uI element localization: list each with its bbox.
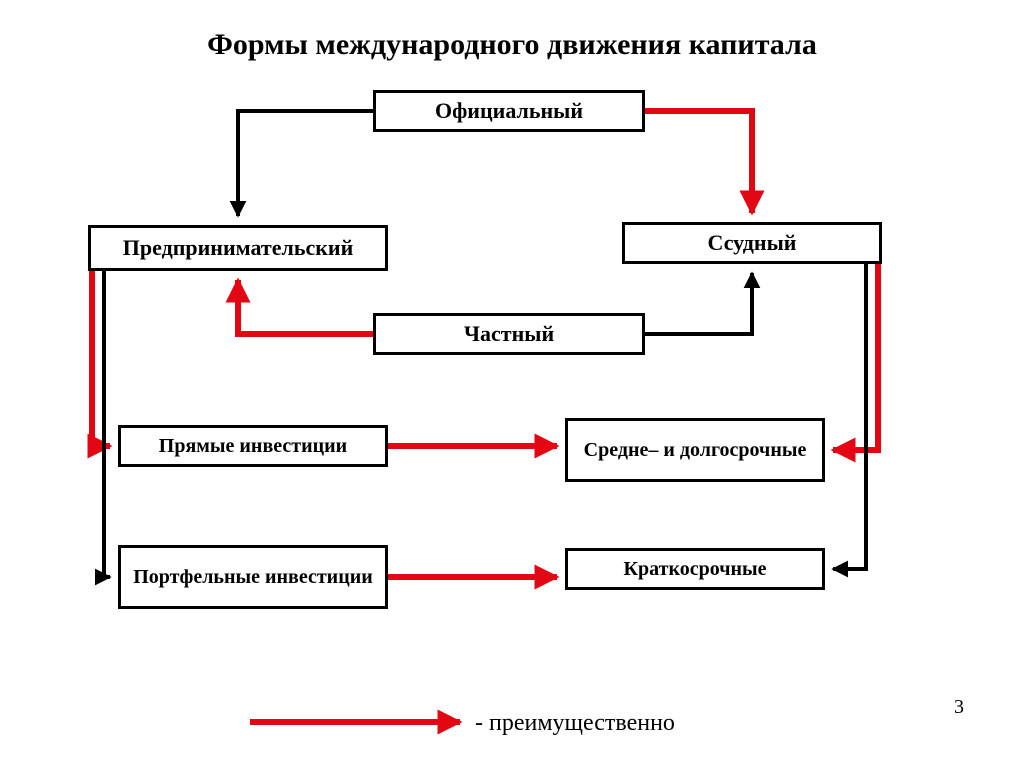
edge-private-to-entrepr — [238, 280, 373, 334]
legend-label: - преимущественно — [475, 710, 675, 737]
box-short-term: Краткосрочные — [565, 548, 825, 590]
edge-official-to-entrepr — [238, 111, 373, 216]
box-mid-long-term: Средне– и долгосрочные — [565, 418, 825, 482]
box-entrepreneurial: Предпринимательский — [88, 225, 388, 271]
edge-loan-to-short — [833, 264, 866, 569]
box-private: Частный — [373, 313, 645, 355]
edge-loan-to-midlong — [833, 264, 878, 450]
box-direct-investments: Прямые инвестиции — [118, 425, 388, 467]
page-title: Формы международного движения капитала — [0, 28, 1024, 62]
edge-official-to-loan — [645, 111, 752, 213]
diagram-canvas: Формы международного движения капитала О… — [0, 0, 1024, 767]
box-official: Официальный — [373, 90, 645, 132]
edge-private-to-loan — [645, 273, 752, 334]
page-number: 3 — [954, 696, 964, 719]
box-portfolio-investments: Портфельные инвестиции — [118, 545, 388, 609]
edge-entrepr-to-direct — [92, 271, 110, 446]
box-loan: Ссудный — [622, 222, 882, 264]
edge-entrepr-to-portfolio — [104, 271, 110, 577]
